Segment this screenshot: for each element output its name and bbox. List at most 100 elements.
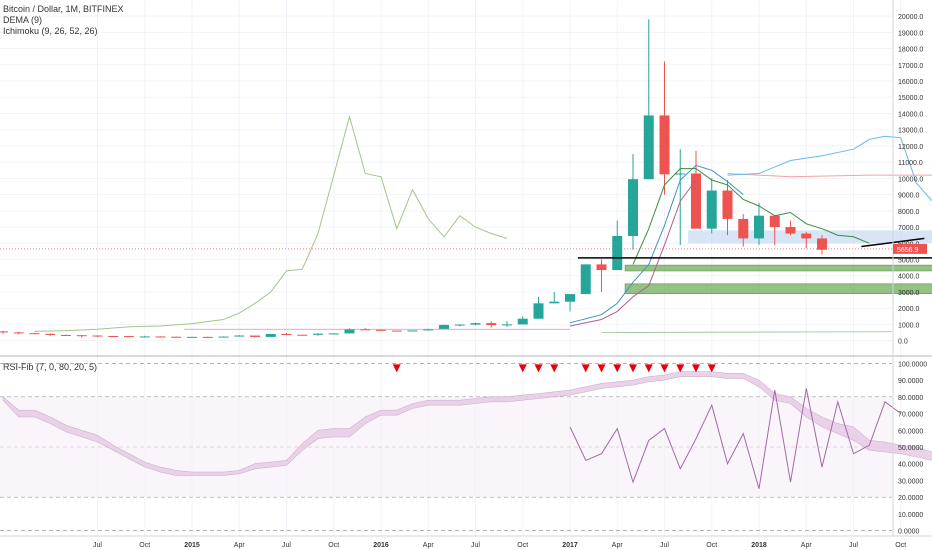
sell-marker	[534, 364, 543, 373]
candle-body	[706, 190, 717, 229]
candle-body	[187, 336, 197, 338]
candle-body	[234, 335, 245, 337]
sell-marker	[550, 364, 559, 373]
candle-body	[628, 179, 638, 236]
candle-body	[0, 331, 8, 333]
time-tick-label: 2015	[184, 542, 200, 549]
price-tick-label: 12000.0	[898, 144, 923, 151]
candle-body	[439, 324, 449, 330]
price-tick-label: 15000.0	[898, 95, 923, 102]
candle-body	[785, 227, 796, 234]
time-tick-label: Oct	[895, 542, 906, 549]
price-tick-label: 19000.0	[898, 30, 923, 37]
candle-body	[108, 336, 119, 338]
ichimoku-label: Ichimoku (9, 26, 52, 26)	[3, 26, 98, 36]
lower-baseline	[601, 331, 893, 333]
time-tick-label: Jul	[849, 542, 858, 549]
ichimoku-lagging-line	[34, 114, 508, 332]
candle-body	[218, 336, 229, 338]
time-tick-label: Jul	[471, 542, 480, 549]
candle-body	[722, 190, 733, 219]
rsi-tick-label: 100.0000	[898, 361, 927, 368]
price-tick-label: 10000.0	[898, 176, 923, 183]
rsi-tick-label: 80.0000	[898, 395, 923, 402]
ichimoku-span-a-line	[727, 173, 932, 178]
candle-body	[391, 330, 402, 332]
price-tick-label: 9000.0	[898, 193, 920, 200]
candle-body	[517, 318, 528, 325]
candle-body	[124, 336, 134, 338]
candle-body	[817, 238, 827, 250]
dema-line	[632, 168, 870, 265]
candle-body	[360, 329, 371, 331]
candle-body	[265, 333, 276, 337]
time-tick-label: Jul	[282, 542, 291, 549]
candle-body	[533, 303, 544, 319]
price-overlays	[0, 230, 932, 294]
price-tick-label: 14000.0	[898, 111, 923, 118]
rsi-layer	[2, 364, 932, 489]
price-tick-label: 17000.0	[898, 63, 923, 70]
time-tick-label: Apr	[612, 542, 624, 549]
main-legend: Bitcoin / Dollar, 1M, BITFINEX DEMA (9) …	[3, 4, 124, 37]
candle-body	[202, 336, 213, 338]
time-tick-label: Jul	[660, 542, 669, 549]
rsi-tick-label: 20.0000	[898, 495, 923, 502]
price-tick-label: 5000.0	[898, 258, 920, 265]
candle-body	[470, 323, 481, 325]
price-tick-label: 0.0	[898, 339, 908, 346]
rsi-tick-label: 30.0000	[898, 478, 923, 485]
price-tick-label: 20000.0	[898, 14, 923, 21]
price-tag-box	[893, 243, 927, 254]
price-tick-label: 11000.0	[898, 160, 923, 167]
sell-marker	[581, 364, 590, 373]
candle-body	[675, 173, 686, 175]
candle-body	[580, 264, 591, 295]
candle-body	[139, 336, 150, 338]
sell-marker	[597, 364, 606, 373]
time-tick-label: Oct	[139, 542, 150, 549]
rsi-tick-label: 90.0000	[898, 378, 923, 385]
time-tick-label: Apr	[423, 542, 435, 549]
time-tick-label: 2016	[373, 542, 389, 549]
candle-body	[297, 334, 308, 336]
rsi-tick-label: 40.0000	[898, 462, 923, 469]
rsi-band	[2, 371, 932, 476]
sell-marker	[518, 364, 527, 373]
candle-body	[313, 333, 323, 335]
ichimoku-span-b-line	[727, 135, 932, 202]
support-zone	[624, 283, 932, 294]
sell-marker	[707, 364, 716, 373]
candle-body	[423, 329, 434, 331]
candle-body	[45, 333, 56, 335]
candle-body	[250, 335, 260, 337]
candle-body	[612, 235, 623, 271]
candle-body	[643, 115, 654, 180]
candle-body	[155, 336, 166, 338]
ichimoku-kijun-line	[569, 179, 697, 327]
rsi-tick-label: 70.0000	[898, 412, 923, 419]
candle-body	[92, 335, 103, 337]
time-tick-label: Jul	[93, 542, 102, 549]
candle-body	[565, 294, 575, 302]
dema-label: DEMA (9)	[3, 15, 43, 25]
candle-body	[659, 115, 670, 175]
candle-body	[29, 333, 40, 335]
candle-body	[801, 233, 812, 239]
rsi-line	[569, 388, 902, 489]
candle-body	[738, 218, 749, 239]
rsi-legend: RSI-Fib (7, 0, 80, 20, 5)	[3, 362, 98, 372]
candle-body	[502, 324, 512, 326]
sell-marker	[629, 364, 637, 373]
sell-marker	[676, 364, 685, 373]
price-tick-label: 1000.0	[898, 322, 920, 329]
price-tick-label: 7000.0	[898, 225, 920, 232]
candle-body	[281, 333, 292, 335]
time-tick-label: Oct	[706, 542, 717, 549]
candle-body	[61, 334, 71, 336]
rsi-tick-label: 60.0000	[898, 428, 923, 435]
price-tag-text: 5656.9	[897, 247, 919, 254]
rsi-tick-label: 10.0000	[898, 512, 923, 519]
sell-marker	[392, 364, 401, 373]
